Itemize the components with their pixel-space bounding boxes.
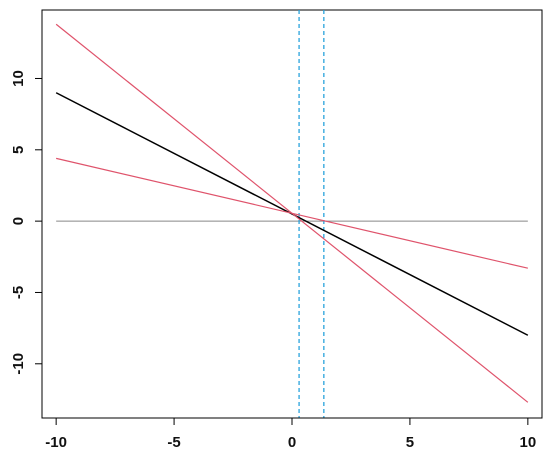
x-tick-label: -10 (45, 434, 67, 451)
series-line-3 (56, 157, 528, 269)
x-tick-label: 5 (406, 434, 414, 451)
y-axis: -10 -5 0 5 10 (10, 70, 43, 375)
x-tick-label: -5 (167, 434, 180, 451)
y-tick-label: 10 (10, 70, 27, 87)
x-tick-label: 0 (288, 434, 296, 451)
y-tick-label: 5 (10, 146, 27, 154)
x-axis: -10 -5 0 5 10 (45, 417, 537, 451)
series-lines (55, 23, 529, 403)
y-tick-label: 0 (10, 217, 27, 225)
y-tick-label: -5 (10, 286, 27, 299)
y-tick-label: -10 (10, 353, 27, 375)
reference-lines (56, 10, 528, 418)
x-tick-label: 10 (520, 434, 537, 451)
